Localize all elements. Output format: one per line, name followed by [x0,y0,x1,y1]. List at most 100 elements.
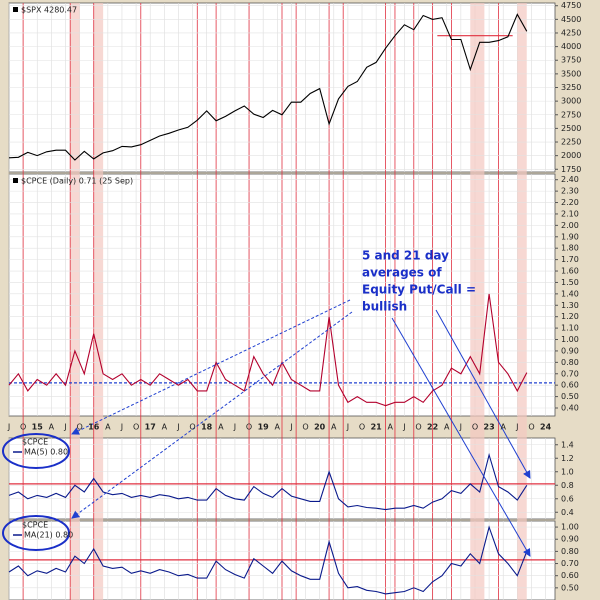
x-tick-label: A [49,423,55,432]
arrow [71,299,351,435]
x-tick-label: O [20,423,26,432]
x-tick-label: 24 [540,423,552,432]
y-tick-label: 3000 [561,97,581,106]
x-tick-label: 19 [258,423,270,432]
y-tick-label: 0.70 [561,559,579,568]
x-tick-label: 23 [484,423,495,432]
x-tick-label: 16 [88,423,100,432]
annotation: 5 and 21 day [362,249,449,263]
y-tick-label: 0.6 [561,494,574,503]
y-tick-label: 1.50 [561,278,579,287]
shaded-region [70,3,80,600]
x-tick-label: O [189,423,195,432]
y-tick-label: 0.80 [561,358,579,367]
shaded-region [93,3,104,600]
x-tick-label: A [218,423,224,432]
highlight-ellipse [2,515,70,551]
y-tick-label: 2750 [561,110,581,119]
highlight-ellipse [2,433,70,469]
y-tick-label: 4750 [561,1,581,10]
y-tick-label: 0.80 [561,547,579,556]
y-tick-label: 1.70 [561,255,579,264]
arrow [435,309,531,479]
y-tick-label: 0.40 [561,404,579,413]
y-tick-label: 2.30 [561,187,579,196]
y-tick-label: 1.10 [561,324,579,333]
x-tick-label: J [515,423,518,432]
x-tick-label: J [402,423,405,432]
y-tick-label: 0.50 [561,583,579,592]
series-line [8,13,528,161]
x-tick-label: A [331,423,337,432]
series-line [8,452,528,511]
x-tick-label: J [7,423,10,432]
y-tick-label: 0.60 [561,571,579,580]
y-tick-label: 1750 [561,165,581,174]
x-tick-label: J [459,423,462,432]
x-tick-label: 17 [145,423,156,432]
shaded-region [517,3,527,600]
x-tick-label: J [233,423,236,432]
y-tick-label: 1.90 [561,232,579,241]
legend-swatch [13,7,18,12]
y-tick-label: 3750 [561,56,581,65]
y-tick-label: 0.90 [561,535,579,544]
y-tick-label: 2000 [561,151,581,160]
x-tick-label: J [176,423,179,432]
arrow [71,311,353,519]
x-tick-label: O [528,423,534,432]
x-tick-label: 20 [314,423,326,432]
y-tick-label: 0.60 [561,381,579,390]
x-tick-label: J [63,423,66,432]
x-tick-label: J [120,423,123,432]
y-tick-label: 1.0 [561,467,574,476]
panel-title: $SPX 4280.47 [21,6,77,15]
y-tick-label: 4000 [561,42,581,51]
x-tick-label: O [246,423,252,432]
y-tick-label: 3500 [561,69,581,78]
x-tick-label: A [444,423,450,432]
x-tick-label: 22 [427,423,438,432]
x-tick-label: O [472,423,478,432]
y-tick-label: 2.20 [561,198,579,207]
y-tick-label: 0.90 [561,346,579,355]
y-tick-label: 1.60 [561,267,579,276]
x-tick-label: A [162,423,168,432]
x-tick-label: O [359,423,365,432]
y-tick-label: 2250 [561,138,581,147]
annotation: Equity Put/Call = [362,283,476,297]
x-tick-label: A [105,423,111,432]
y-tick-label: 1.00 [561,523,579,532]
y-tick-label: 0.8 [561,481,574,490]
x-tick-label: O [302,423,308,432]
y-tick-label: 1.2 [561,454,574,463]
y-tick-label: 2.00 [561,221,579,230]
arrow [391,317,531,557]
y-tick-label: 2.40 [561,175,579,184]
x-tick-label: 15 [32,423,44,432]
y-tick-label: 3250 [561,83,581,92]
series-line [8,525,528,595]
x-tick-label: A [500,423,506,432]
panel-title: $CPCE [22,521,48,530]
series-line [8,293,528,407]
y-tick-label: 0.70 [561,369,579,378]
y-tick-label: 2500 [561,124,581,133]
y-tick-label: 1.80 [561,244,579,253]
y-tick-label: 4250 [561,28,581,37]
y-tick-label: 1.00 [561,335,579,344]
shaded-region [470,3,485,600]
y-tick-label: 1.40 [561,289,579,298]
x-tick-label: A [388,423,394,432]
x-tick-label: J [289,423,292,432]
legend-swatch [13,178,18,183]
x-tick-label: A [275,423,281,432]
x-tick-label: O [415,423,421,432]
y-tick-label: 0.4 [561,508,574,517]
y-tick-label: 1.30 [561,301,579,310]
panel-title: $CPCE (Daily) 0.71 (25 Sep) [21,177,133,186]
x-tick-label: 18 [201,423,213,432]
annotation: bullish [362,300,407,314]
y-tick-label: 1.20 [561,312,579,321]
